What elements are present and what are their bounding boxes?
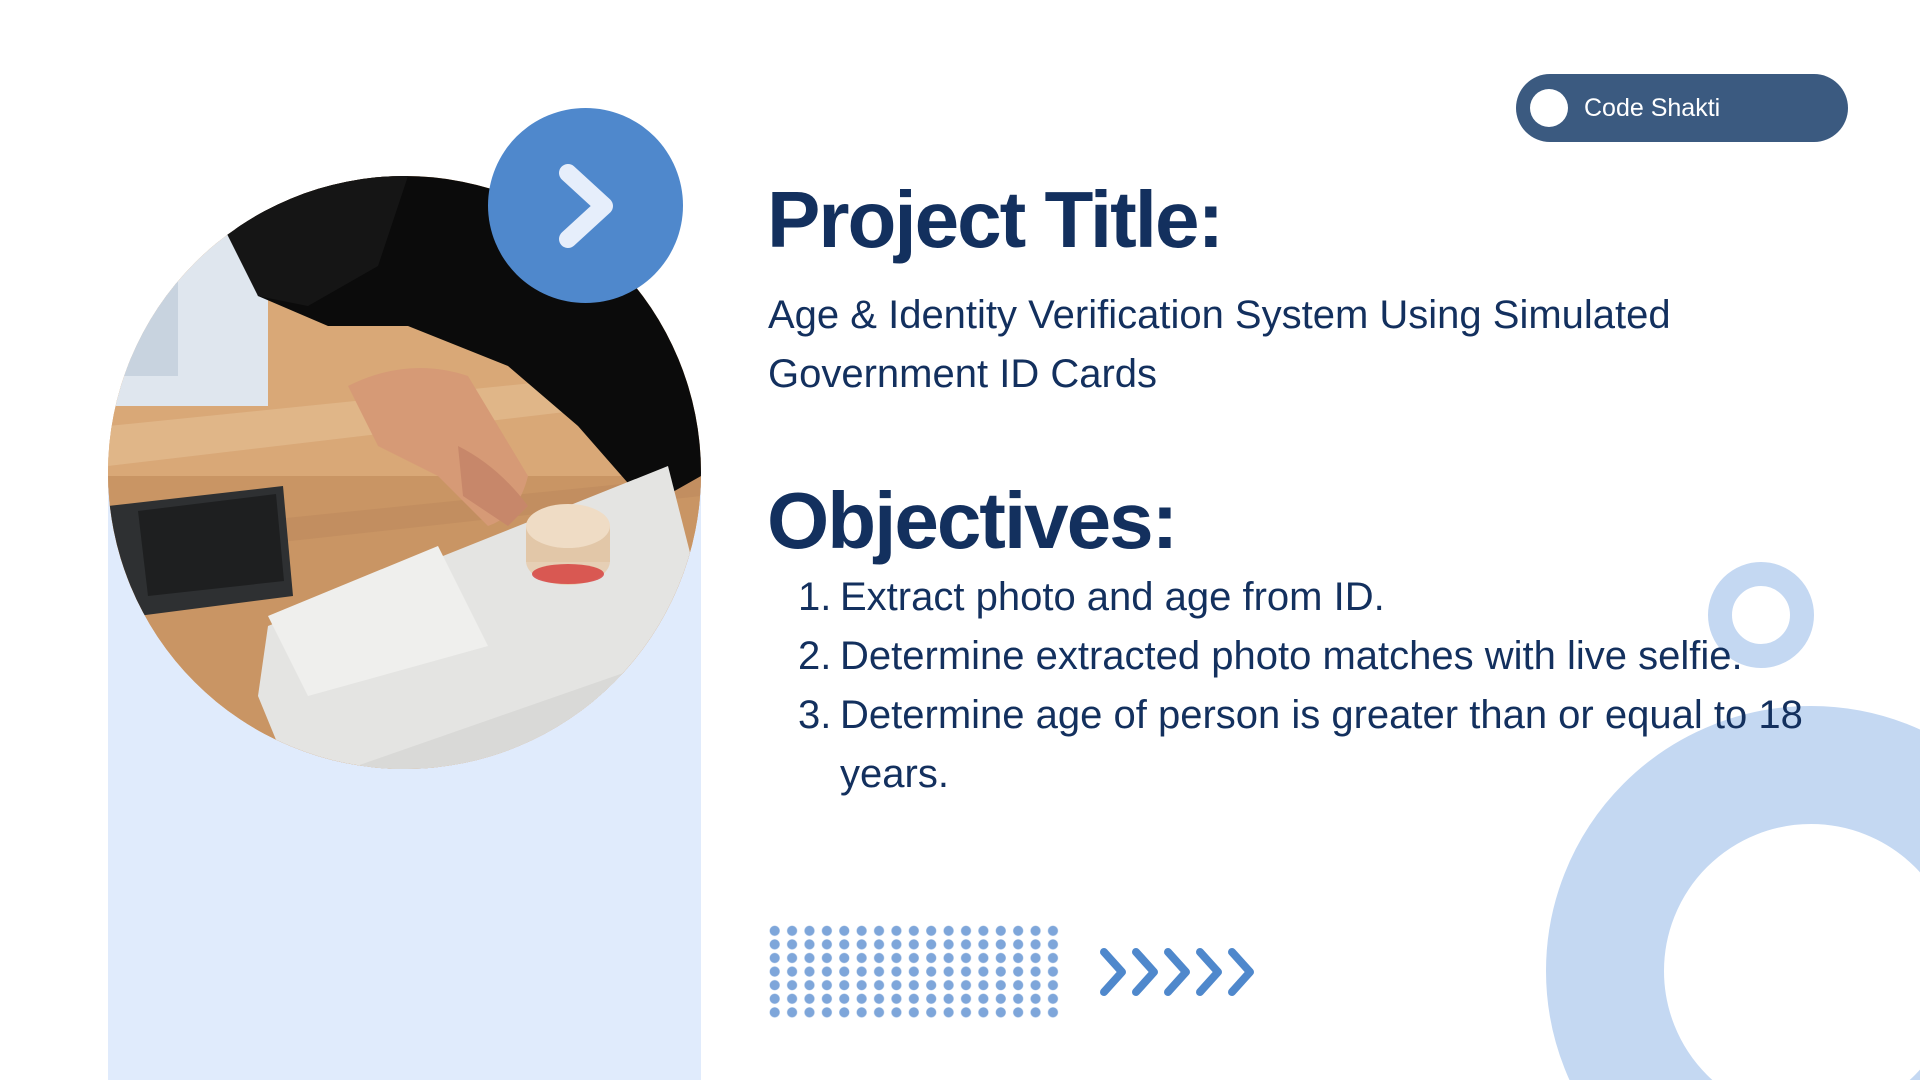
chevron-right-icon [558, 163, 613, 248]
badge-dot [1530, 89, 1568, 127]
project-title-heading: Project Title: [767, 175, 1224, 264]
objective-text: Determine extracted photo matches with l… [840, 634, 1743, 678]
dot-grid-decoration [766, 924, 1059, 1018]
brand-badge: Code Shakti [1516, 74, 1848, 142]
next-arrow-button [488, 108, 683, 303]
objective-item: 1. Extract photo and age from ID. [798, 568, 1858, 627]
objective-text: Determine age of person is greater than … [840, 693, 1803, 796]
objectives-list: 1. Extract photo and age from ID. 2. Det… [798, 568, 1858, 804]
badge-label: Code Shakti [1584, 93, 1721, 122]
objective-number: 2. [798, 634, 832, 678]
objective-text: Extract photo and age from ID. [840, 575, 1385, 619]
project-title-text: Age & Identity Verification System Using… [768, 293, 1671, 396]
objective-item: 3. Determine age of person is greater th… [798, 686, 1858, 804]
objective-number: 3. [798, 693, 832, 737]
objectives-heading: Objectives: [767, 476, 1178, 565]
stamping-photo-illustration [108, 176, 701, 769]
chevrons-right-icon [1100, 948, 1254, 996]
objective-item: 2. Determine extracted photo matches wit… [798, 627, 1858, 686]
objective-number: 1. [798, 575, 832, 619]
